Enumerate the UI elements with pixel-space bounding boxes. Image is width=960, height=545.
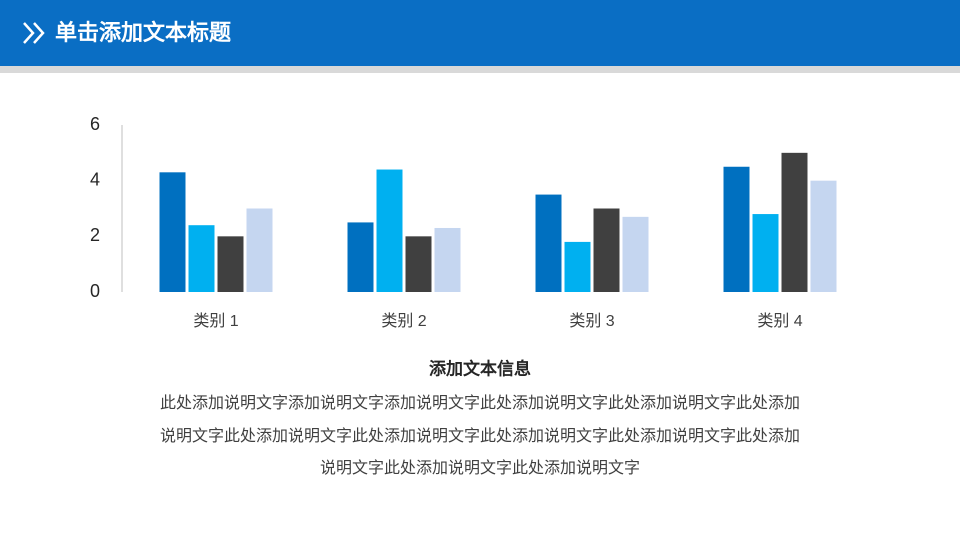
bar (535, 194, 562, 292)
bar (810, 180, 837, 292)
bar (376, 169, 403, 292)
y-tick-label: 6 (90, 114, 100, 134)
bar (159, 172, 186, 292)
bar (405, 236, 432, 292)
x-tick-label: 类别 2 (381, 312, 426, 330)
bar (434, 227, 461, 292)
bar (188, 225, 215, 292)
bar (347, 222, 374, 292)
text-heading: 添加文本信息 (429, 358, 531, 378)
y-tick-label: 2 (90, 225, 100, 245)
bar (246, 208, 273, 292)
bar (723, 166, 750, 292)
x-tick-label: 类别 1 (193, 312, 238, 330)
body-line: 此处添加说明文字添加说明文字添加说明文字此处添加说明文字此处添加说明文字此处添加 (160, 394, 800, 412)
chevron-icon (23, 22, 45, 44)
bar (217, 236, 244, 292)
bar (752, 214, 779, 292)
x-tick-label: 类别 3 (569, 312, 614, 330)
bar (781, 152, 808, 292)
header-bar (0, 0, 960, 66)
x-tick-label: 类别 4 (757, 312, 802, 330)
bar (593, 208, 620, 292)
body-line: 说明文字此处添加说明文字此处添加说明文字此处添加说明文字此处添加说明文字此处添加 (160, 427, 800, 445)
bar (622, 216, 649, 292)
y-tick-label: 0 (90, 281, 100, 301)
header-title: 单击添加文本标题 (55, 20, 232, 45)
bar (564, 241, 591, 292)
body-line: 说明文字此处添加说明文字此处添加说明文字 (320, 459, 640, 477)
header-underline (0, 66, 960, 73)
y-tick-label: 4 (90, 169, 100, 189)
